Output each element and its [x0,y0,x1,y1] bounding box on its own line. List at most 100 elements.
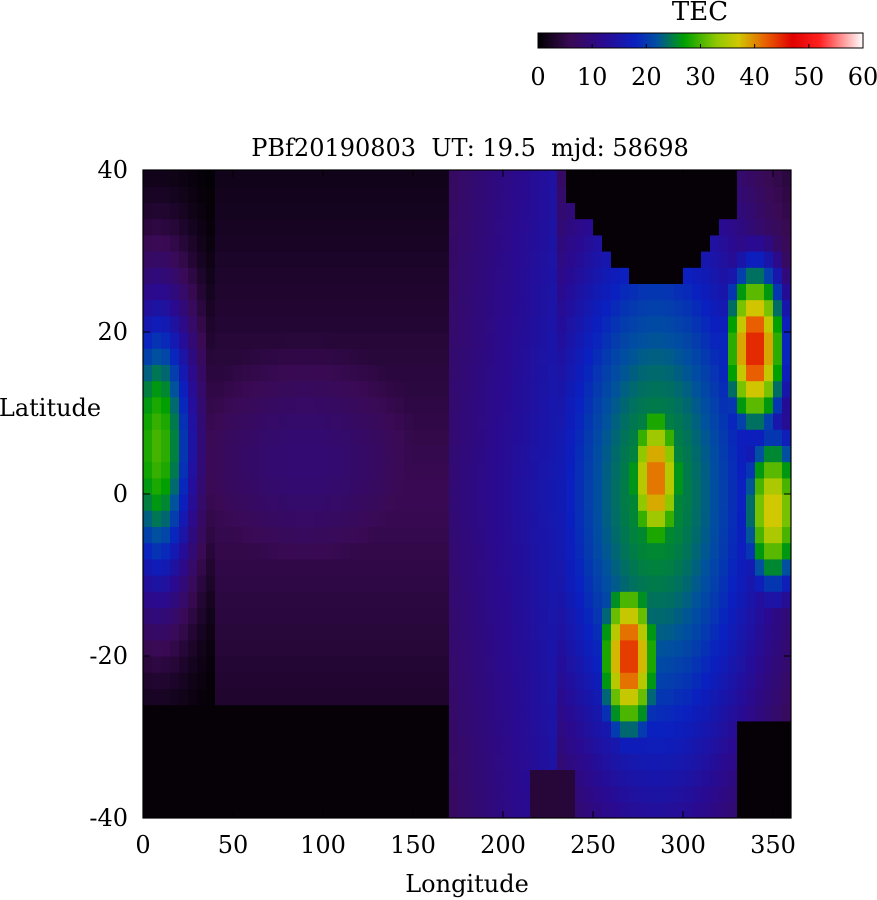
heatmap-cell [161,283,171,301]
heatmap-cell [278,299,288,317]
heatmap-cell [323,413,333,430]
heatmap-cell [602,234,612,252]
heatmap-cell [512,283,522,301]
heatmap-cell [251,283,261,301]
heatmap-cell [269,639,279,657]
heatmap-cell [476,672,486,689]
heatmap-cell [710,202,720,220]
heatmap-cell [602,558,612,576]
heatmap-cell [368,186,378,203]
heatmap-cell [575,526,585,544]
heatmap-cell [278,607,288,625]
heatmap-cell [710,753,720,770]
heatmap-cell [170,737,180,754]
heatmap-cell [197,218,207,236]
heatmap-cell [548,445,558,463]
heatmap-cell [413,656,423,673]
heatmap-cell [287,542,297,560]
colorbar-tick-label: 30 [685,63,716,91]
heatmap-cell [377,315,387,333]
heatmap-cell [413,170,423,187]
heatmap-cell [386,283,396,301]
heatmap-cell [440,737,450,754]
heatmap-cell [332,477,342,495]
heatmap-cell [692,186,702,203]
heatmap-cell [323,575,333,592]
heatmap-cell [314,396,324,414]
heatmap-cell [557,429,567,446]
heatmap-cell [773,623,783,641]
heatmap-cell [197,688,207,706]
heatmap-cell [746,170,756,187]
heatmap-cell [737,737,747,754]
heatmap-cell [161,218,171,236]
heatmap-cell [575,639,585,657]
heatmap-cell [359,364,369,382]
heatmap-cell [413,542,423,560]
heatmap-cell [431,299,441,317]
heatmap-cell [296,526,306,544]
heatmap-cell [467,461,477,479]
heatmap-cell [737,461,747,479]
heatmap-cell [296,396,306,414]
heatmap-cell [440,186,450,203]
heatmap-cell [503,720,513,738]
heatmap-cell [440,607,450,625]
heatmap-cell [440,639,450,657]
heatmap-cell [566,639,576,657]
heatmap-cell [575,753,585,770]
heatmap-cell [467,801,477,818]
heatmap-cell [503,413,513,430]
heatmap-cell [431,785,441,803]
heatmap-cell [449,769,459,787]
heatmap-cell [377,348,387,365]
heatmap-cell [611,575,621,592]
heatmap-cell [161,623,171,641]
heatmap-cell [341,769,351,787]
heatmap-cell [161,542,171,560]
heatmap-cell [647,332,657,349]
heatmap-cell [485,494,495,511]
heatmap-cell [584,753,594,770]
heatmap-cell [170,607,180,625]
heatmap-cell [692,575,702,592]
heatmap-cell [665,380,675,398]
heatmap-cell [296,558,306,576]
heatmap-cell [782,186,791,203]
heatmap-cell [206,672,216,689]
heatmap-cell [566,672,576,689]
heatmap-cell [152,251,162,268]
heatmap-cell [305,477,315,495]
heatmap-cell [602,380,612,398]
heatmap-cell [377,202,387,220]
heatmap-cell [611,283,621,301]
heatmap-cell [431,380,441,398]
heatmap-cell [755,607,765,625]
heatmap-cell [287,234,297,252]
heatmap-cell [458,267,468,284]
heatmap-cell [458,769,468,787]
heatmap-cell [197,234,207,252]
heatmap-cell [593,299,603,317]
heatmap-cell [575,445,585,463]
heatmap-cell [341,170,351,187]
heatmap-cell [728,267,738,284]
heatmap-cell [530,348,540,365]
heatmap-cell [503,672,513,689]
heatmap-cell [620,170,630,187]
heatmap-cell [593,737,603,754]
heatmap-cell [593,801,603,818]
heatmap-cell [746,364,756,382]
heatmap-cell [233,299,243,317]
heatmap-cell [665,607,675,625]
heatmap-cell [422,510,432,527]
heatmap-cell [215,672,225,689]
heatmap-cell [305,396,315,414]
heatmap-cell [620,299,630,317]
heatmap-cell [152,315,162,333]
heatmap-cell [746,380,756,398]
heatmap-cell [242,396,252,414]
heatmap-cell [386,737,396,754]
heatmap-cell [359,542,369,560]
heatmap-cell [476,720,486,738]
